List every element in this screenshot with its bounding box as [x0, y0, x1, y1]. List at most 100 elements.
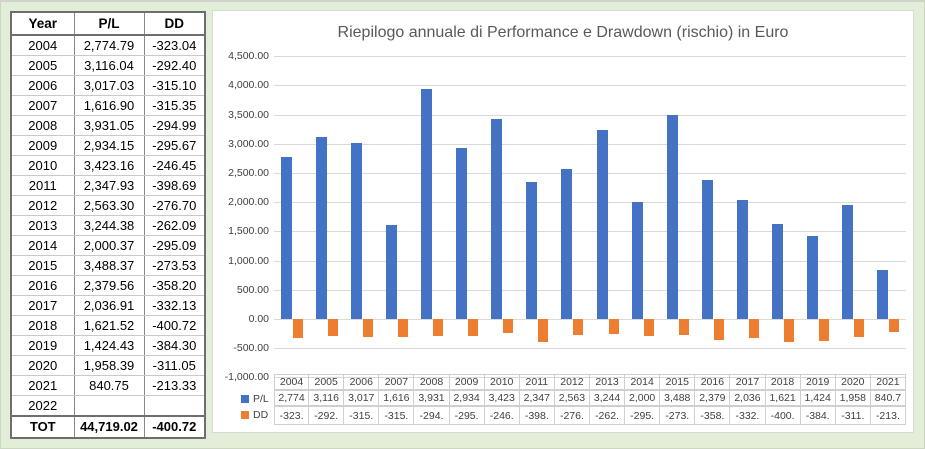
dd-bar[interactable]	[433, 319, 443, 337]
dd-cell[interactable]: -384.30	[143, 335, 206, 356]
pl-bar[interactable]	[807, 235, 819, 319]
year-cell[interactable]: 2015	[10, 255, 75, 276]
year-cell[interactable]: 2004	[10, 35, 75, 56]
dd-cell[interactable]	[143, 395, 206, 417]
dd-bar[interactable]	[678, 319, 689, 335]
year-cell[interactable]: 2018	[10, 315, 75, 336]
year-cell[interactable]: 2005	[10, 55, 75, 76]
dd-cell[interactable]: -262.09	[143, 215, 206, 236]
pl-bar[interactable]	[350, 142, 362, 319]
dd-bar[interactable]	[397, 319, 408, 338]
dd-bar[interactable]	[643, 319, 654, 337]
year-cell[interactable]: 2007	[10, 95, 75, 116]
pl-cell[interactable]: 2,036.91	[73, 295, 145, 316]
annual-performance-table[interactable]: Year P/L DD 2004 2,774.79 -323.04 2005 3,116…	[10, 11, 206, 439]
chart-container[interactable]: Riepilogo annuale di Performance e Drawd…	[212, 10, 914, 433]
pl-bar[interactable]	[491, 119, 503, 319]
pl-bar[interactable]	[456, 147, 468, 319]
dd-cell[interactable]: -295.67	[143, 135, 206, 156]
dd-cell[interactable]: -294.99	[143, 115, 206, 136]
header-pl[interactable]: P/L	[73, 12, 145, 36]
pl-cell[interactable]: 2,563.30	[73, 195, 145, 216]
dd-bar[interactable]	[889, 319, 900, 332]
pl-cell[interactable]: 3,488.37	[73, 255, 145, 276]
pl-cell[interactable]: 1,424.43	[73, 335, 145, 356]
pl-bar[interactable]	[701, 180, 713, 319]
year-cell[interactable]: 2006	[10, 75, 75, 96]
header-year[interactable]: Year	[10, 12, 75, 36]
year-cell[interactable]: 2019	[10, 335, 75, 356]
pl-cell[interactable]: 3,116.04	[73, 55, 145, 76]
year-cell[interactable]: 2022	[10, 395, 75, 417]
dd-bar[interactable]	[573, 319, 584, 336]
pl-cell[interactable]: 840.75	[73, 375, 145, 396]
dd-cell[interactable]: -213.33	[143, 375, 206, 396]
chart-title[interactable]: Riepilogo annuale di Performance e Drawd…	[337, 24, 789, 41]
pl-cell[interactable]: 3,423.16	[73, 155, 145, 176]
dd-cell[interactable]: -323.04	[143, 35, 206, 56]
pl-cell[interactable]: 3,931.05	[73, 115, 145, 136]
pl-bar[interactable]	[280, 157, 292, 319]
pl-cell[interactable]: 2,774.79	[73, 35, 145, 56]
pl-bar[interactable]	[315, 137, 327, 319]
pl-cell[interactable]: 1,958.39	[73, 355, 145, 376]
header-dd[interactable]: DD	[143, 12, 206, 36]
pl-cell[interactable]: 1,616.90	[73, 95, 145, 116]
pl-cell[interactable]: 1,621.52	[73, 315, 145, 336]
dd-bar[interactable]	[608, 319, 619, 335]
pl-bar[interactable]	[842, 204, 854, 319]
dd-cell[interactable]: -358.20	[143, 275, 206, 296]
pl-bar[interactable]	[526, 181, 538, 319]
pl-bar[interactable]	[877, 269, 889, 319]
pl-cell[interactable]: 3,017.03	[73, 75, 145, 96]
legend-item-dd[interactable]: DD	[241, 409, 268, 421]
dd-cell[interactable]: -246.45	[143, 155, 206, 176]
total-dd-value[interactable]: -400.72	[143, 415, 206, 439]
dd-bar[interactable]	[538, 319, 549, 343]
year-cell[interactable]: 2009	[10, 135, 75, 156]
pl-cell[interactable]	[73, 395, 145, 417]
pl-cell[interactable]: 2,934.15	[73, 135, 145, 156]
total-pl-value[interactable]: 44,719.02	[73, 415, 145, 439]
dd-bar[interactable]	[362, 319, 373, 338]
dd-cell[interactable]: -315.35	[143, 95, 206, 116]
year-cell[interactable]: 2021	[10, 375, 75, 396]
total-label[interactable]: TOT	[10, 415, 75, 439]
year-cell[interactable]: 2013	[10, 215, 75, 236]
year-cell[interactable]: 2014	[10, 235, 75, 256]
pl-bar[interactable]	[666, 115, 678, 319]
pl-cell[interactable]: 3,244.38	[73, 215, 145, 236]
dd-bar[interactable]	[468, 319, 479, 337]
year-cell[interactable]: 2016	[10, 275, 75, 296]
pl-cell[interactable]: 2,347.93	[73, 175, 145, 196]
pl-bar[interactable]	[561, 169, 573, 319]
legend-item-pl[interactable]: P/L	[241, 393, 269, 405]
dd-bar[interactable]	[819, 319, 830, 342]
dd-cell[interactable]: -311.05	[143, 355, 206, 376]
dd-cell[interactable]: -332.13	[143, 295, 206, 316]
pl-bar[interactable]	[385, 224, 397, 319]
dd-cell[interactable]: -273.53	[143, 255, 206, 276]
pl-bar[interactable]	[772, 224, 784, 319]
dd-cell[interactable]: -400.72	[143, 315, 206, 336]
dd-bar[interactable]	[854, 319, 865, 338]
year-cell[interactable]: 2012	[10, 195, 75, 216]
pl-bar[interactable]	[421, 89, 432, 319]
dd-cell[interactable]: -276.70	[143, 195, 206, 216]
pl-cell[interactable]: 2,379.56	[73, 275, 145, 296]
year-cell[interactable]: 2020	[10, 355, 75, 376]
dd-cell[interactable]: -398.69	[143, 175, 206, 196]
dd-bar[interactable]	[503, 319, 514, 334]
dd-bar[interactable]	[784, 319, 795, 343]
pl-bar[interactable]	[737, 200, 748, 319]
dd-bar[interactable]	[713, 319, 724, 340]
dd-bar[interactable]	[292, 319, 303, 338]
year-cell[interactable]: 2008	[10, 115, 75, 136]
dd-cell[interactable]: -292.40	[143, 55, 206, 76]
pl-bar[interactable]	[631, 202, 643, 319]
year-cell[interactable]: 2010	[10, 155, 75, 176]
year-cell[interactable]: 2017	[10, 295, 75, 316]
pl-bar[interactable]	[596, 129, 608, 319]
pl-cell[interactable]: 2,000.37	[73, 235, 145, 256]
year-cell[interactable]: 2011	[10, 175, 75, 196]
